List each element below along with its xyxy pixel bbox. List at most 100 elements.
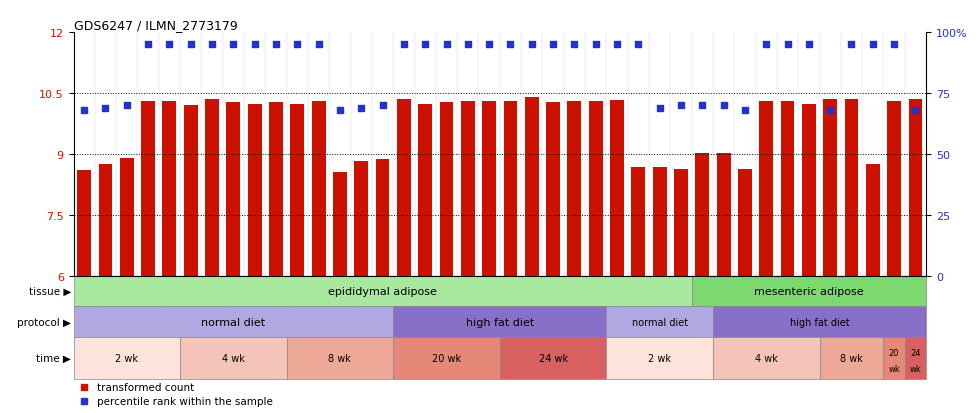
Point xyxy=(417,42,433,48)
Text: high fat diet: high fat diet xyxy=(790,317,850,327)
Text: 24: 24 xyxy=(910,349,920,357)
Bar xyxy=(546,103,560,413)
Bar xyxy=(589,102,603,413)
Bar xyxy=(631,168,645,413)
Point xyxy=(822,107,838,114)
Bar xyxy=(286,337,393,379)
Point xyxy=(907,107,923,114)
Bar xyxy=(77,171,91,413)
Bar xyxy=(163,102,176,413)
Bar xyxy=(180,337,286,379)
Text: mesenteric adipose: mesenteric adipose xyxy=(754,286,863,297)
Text: normal diet: normal diet xyxy=(201,317,266,327)
Point xyxy=(225,42,241,48)
Text: GDS6247 / ILMN_2773179: GDS6247 / ILMN_2773179 xyxy=(74,19,237,32)
Bar xyxy=(312,102,325,413)
Bar xyxy=(375,160,389,413)
Point xyxy=(396,42,412,48)
Point xyxy=(76,383,92,390)
Bar xyxy=(393,306,607,337)
Bar xyxy=(692,276,926,306)
Point xyxy=(289,42,305,48)
Bar xyxy=(611,101,624,413)
Point xyxy=(886,42,902,48)
Point xyxy=(119,103,134,109)
Text: 20 wk: 20 wk xyxy=(432,353,461,363)
Bar xyxy=(525,98,539,413)
Text: normal diet: normal diet xyxy=(631,317,688,327)
Point xyxy=(332,107,348,114)
Text: 2 wk: 2 wk xyxy=(648,353,671,363)
Text: 4 wk: 4 wk xyxy=(221,353,245,363)
Bar xyxy=(74,337,180,379)
Bar xyxy=(866,165,880,413)
Bar xyxy=(74,306,393,337)
Point xyxy=(844,42,859,48)
Bar xyxy=(74,276,692,306)
Bar xyxy=(355,162,368,413)
Point xyxy=(780,42,796,48)
Text: wk: wk xyxy=(909,364,921,373)
Bar xyxy=(696,154,710,413)
Bar xyxy=(607,337,713,379)
Text: percentile rank within the sample: percentile rank within the sample xyxy=(97,396,272,406)
Text: high fat diet: high fat diet xyxy=(466,317,534,327)
Bar xyxy=(884,337,905,379)
Point xyxy=(269,42,284,48)
Point xyxy=(439,42,455,48)
Text: 4 wk: 4 wk xyxy=(755,353,778,363)
Bar xyxy=(397,100,411,413)
Text: 8 wk: 8 wk xyxy=(840,353,863,363)
Point xyxy=(354,105,369,112)
Bar xyxy=(99,165,113,413)
Point xyxy=(183,42,199,48)
Bar xyxy=(674,170,688,413)
Text: epididymal adipose: epididymal adipose xyxy=(328,286,437,297)
Text: tissue ▶: tissue ▶ xyxy=(29,286,72,297)
Bar xyxy=(567,102,581,413)
Bar xyxy=(653,168,666,413)
Point xyxy=(652,105,667,112)
Bar xyxy=(712,337,819,379)
Bar xyxy=(333,173,347,413)
Point xyxy=(76,107,92,114)
Text: time ▶: time ▶ xyxy=(36,353,72,363)
Text: protocol ▶: protocol ▶ xyxy=(18,317,72,327)
Bar xyxy=(393,337,500,379)
Bar xyxy=(500,337,607,379)
Bar xyxy=(738,170,752,413)
Point xyxy=(247,42,263,48)
Bar xyxy=(760,102,773,413)
Bar xyxy=(290,105,304,413)
Bar xyxy=(418,105,432,413)
Bar xyxy=(226,103,240,413)
Point xyxy=(610,42,625,48)
Point xyxy=(140,42,156,48)
Point xyxy=(76,398,92,404)
Point xyxy=(162,42,177,48)
Point xyxy=(759,42,774,48)
Point xyxy=(524,42,540,48)
Bar xyxy=(461,102,474,413)
Point xyxy=(503,42,518,48)
Bar xyxy=(205,100,219,413)
Bar xyxy=(716,154,730,413)
Point xyxy=(630,42,646,48)
Bar xyxy=(482,102,496,413)
Point xyxy=(737,107,753,114)
Bar xyxy=(712,306,926,337)
Bar xyxy=(504,102,517,413)
Text: wk: wk xyxy=(888,364,900,373)
Point xyxy=(481,42,497,48)
Bar xyxy=(120,159,133,413)
Bar xyxy=(905,337,926,379)
Bar xyxy=(141,102,155,413)
Text: 2 wk: 2 wk xyxy=(116,353,138,363)
Bar xyxy=(781,102,795,413)
Point xyxy=(673,103,689,109)
Bar xyxy=(823,100,837,413)
Point xyxy=(801,42,816,48)
Bar xyxy=(248,105,262,413)
Bar xyxy=(845,100,858,413)
Bar xyxy=(184,106,198,413)
